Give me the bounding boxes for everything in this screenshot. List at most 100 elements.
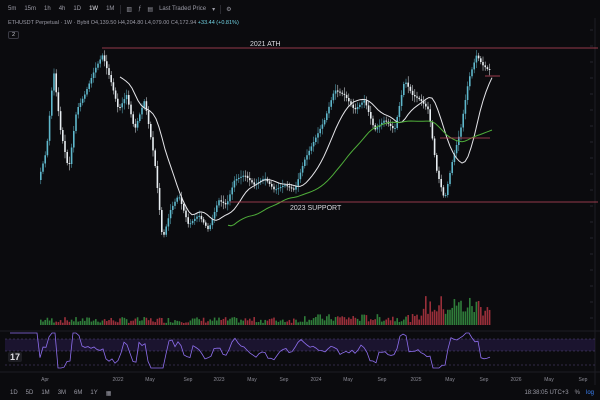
volume-bar bbox=[323, 320, 326, 325]
candle bbox=[416, 96, 418, 98]
volume-bar bbox=[469, 297, 471, 325]
timeframe-4h[interactable]: 4h bbox=[58, 6, 66, 12]
indicators-icon[interactable]: ƒ bbox=[138, 6, 142, 12]
candle bbox=[202, 219, 205, 223]
volume-bar bbox=[480, 307, 482, 325]
candle bbox=[121, 103, 123, 108]
clock-readout[interactable]: 18:38:05 UTC+3 bbox=[524, 390, 569, 396]
volume-bar bbox=[81, 318, 84, 325]
volume-bar bbox=[202, 317, 205, 325]
candle bbox=[449, 173, 451, 184]
volume-bar bbox=[304, 316, 306, 325]
volume-bar bbox=[167, 318, 170, 325]
volume-bar bbox=[123, 317, 126, 325]
volume-bar bbox=[284, 322, 286, 325]
volume-bar bbox=[438, 305, 440, 325]
range-5d[interactable]: 5D bbox=[25, 390, 34, 396]
volume-bar bbox=[455, 305, 458, 325]
volume-bar bbox=[119, 318, 121, 325]
candle bbox=[141, 107, 143, 115]
volume-bar bbox=[128, 322, 130, 325]
volume-bar bbox=[400, 321, 403, 325]
volume-bar bbox=[367, 321, 370, 325]
range-1d[interactable]: 1D bbox=[10, 390, 18, 396]
volume-bar bbox=[378, 317, 381, 325]
symbol-label[interactable]: ETHUSDT Perpetual · 1W · Bybit bbox=[8, 20, 90, 26]
candle bbox=[385, 120, 387, 122]
candle bbox=[209, 225, 211, 230]
candle bbox=[59, 111, 62, 130]
close-value: C4,172.94 bbox=[170, 20, 197, 26]
timeframe-1m[interactable]: 1M bbox=[106, 6, 115, 12]
volume-bar bbox=[429, 301, 431, 325]
calendar-icon[interactable]: ▦ bbox=[105, 390, 112, 397]
candle bbox=[394, 128, 396, 129]
candle bbox=[64, 141, 66, 152]
candle bbox=[301, 166, 304, 173]
volume-bar bbox=[414, 315, 416, 325]
candle bbox=[359, 104, 361, 107]
volume-bar bbox=[475, 301, 478, 325]
volume-bar bbox=[466, 307, 469, 325]
x-axis-label: Sep bbox=[280, 377, 289, 383]
volume-bar bbox=[253, 317, 255, 325]
candle bbox=[101, 55, 104, 60]
last-traded-price-button[interactable]: Last Traded Price bbox=[159, 6, 207, 12]
candle bbox=[198, 215, 200, 217]
volume-bar bbox=[473, 312, 475, 325]
volume-bar bbox=[233, 317, 236, 325]
candle bbox=[365, 100, 368, 106]
volume-bar bbox=[297, 322, 299, 325]
candle bbox=[447, 184, 449, 195]
collapse-badge[interactable]: 2 bbox=[8, 31, 20, 39]
volume-bar bbox=[337, 316, 339, 325]
candle bbox=[427, 106, 429, 110]
layout-icon[interactable]: ▤ bbox=[147, 6, 154, 13]
candle bbox=[288, 186, 291, 188]
volume-bar bbox=[150, 318, 152, 325]
volume-bar bbox=[211, 320, 214, 325]
candle bbox=[139, 114, 141, 121]
range-3m[interactable]: 3M bbox=[57, 390, 67, 396]
candle bbox=[187, 217, 189, 224]
percent-toggle[interactable]: % bbox=[574, 390, 580, 396]
candle bbox=[425, 103, 427, 107]
settings-icon[interactable]: ⚙ bbox=[226, 6, 232, 13]
range-1m[interactable]: 1M bbox=[41, 390, 50, 396]
candle bbox=[57, 92, 60, 112]
divider bbox=[120, 4, 122, 14]
candle bbox=[176, 197, 178, 202]
candle bbox=[189, 223, 192, 225]
volume-bar bbox=[53, 322, 55, 325]
candle bbox=[169, 210, 172, 219]
volume-bar bbox=[328, 314, 330, 325]
candle bbox=[488, 69, 491, 70]
bar-style-icon[interactable]: ▥ bbox=[126, 6, 133, 13]
support-annotation: 2023 SUPPORT bbox=[290, 205, 342, 212]
timeframe-15m[interactable]: 15m bbox=[24, 6, 37, 12]
volume-bar bbox=[407, 315, 409, 325]
timeframe-1w[interactable]: 1W bbox=[89, 6, 99, 12]
timeframe-5m[interactable]: 5m bbox=[8, 6, 17, 12]
volume-bar bbox=[398, 321, 401, 325]
candle bbox=[174, 201, 176, 206]
candle bbox=[185, 210, 187, 218]
range-1y[interactable]: 1Y bbox=[90, 390, 98, 396]
chevron-down-icon[interactable]: ▾ bbox=[212, 6, 216, 13]
volume-bar bbox=[183, 322, 185, 325]
volume-bar bbox=[134, 318, 137, 325]
log-toggle[interactable]: log bbox=[585, 390, 594, 396]
candle bbox=[216, 205, 218, 212]
candle bbox=[55, 73, 57, 93]
timeframe-1d[interactable]: 1D bbox=[73, 6, 82, 12]
volume-bar bbox=[90, 321, 93, 325]
volume-bar bbox=[286, 321, 288, 325]
candle bbox=[361, 102, 363, 105]
volume-bar bbox=[363, 314, 365, 325]
volume-bar bbox=[255, 322, 258, 325]
volume-bar bbox=[416, 314, 418, 325]
timeframe-1h[interactable]: 1h bbox=[44, 6, 51, 12]
candle bbox=[431, 122, 434, 139]
range-6m[interactable]: 6M bbox=[74, 390, 83, 396]
